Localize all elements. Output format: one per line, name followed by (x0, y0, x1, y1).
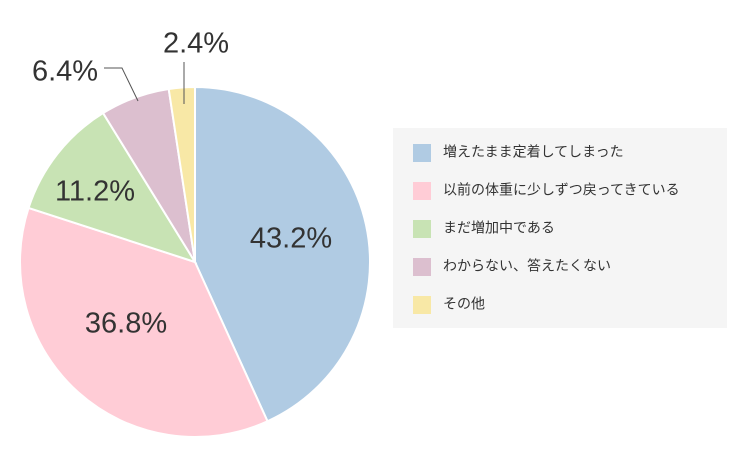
legend-label: 以前の体重に少しずつ戻ってきている (443, 182, 680, 198)
pie-slice (19, 206, 269, 438)
data-label: 11.2% (55, 176, 135, 208)
pie (19, 85, 371, 438)
legend-label: 増えたまま定着してしまった (443, 144, 624, 160)
legend-box (393, 128, 727, 328)
data-label: 36.8% (85, 308, 167, 340)
legend-swatch (413, 182, 431, 200)
pie-slice (27, 111, 198, 264)
data-label: 43.2% (250, 223, 332, 255)
leader-line (104, 67, 139, 102)
data-label: 2.4% (163, 28, 229, 60)
legend-label: わからない、答えたくない (443, 258, 611, 274)
legend-swatch (413, 144, 431, 162)
legend-swatch (413, 220, 431, 238)
legend-swatch (413, 258, 431, 276)
legend-swatch (413, 296, 431, 314)
pie-slice (167, 85, 196, 263)
data-label: 6.4% (32, 56, 98, 88)
legend-label: まだ増加中である (443, 220, 555, 236)
legend-label: その他 (443, 296, 485, 312)
pie-slice (194, 85, 371, 423)
